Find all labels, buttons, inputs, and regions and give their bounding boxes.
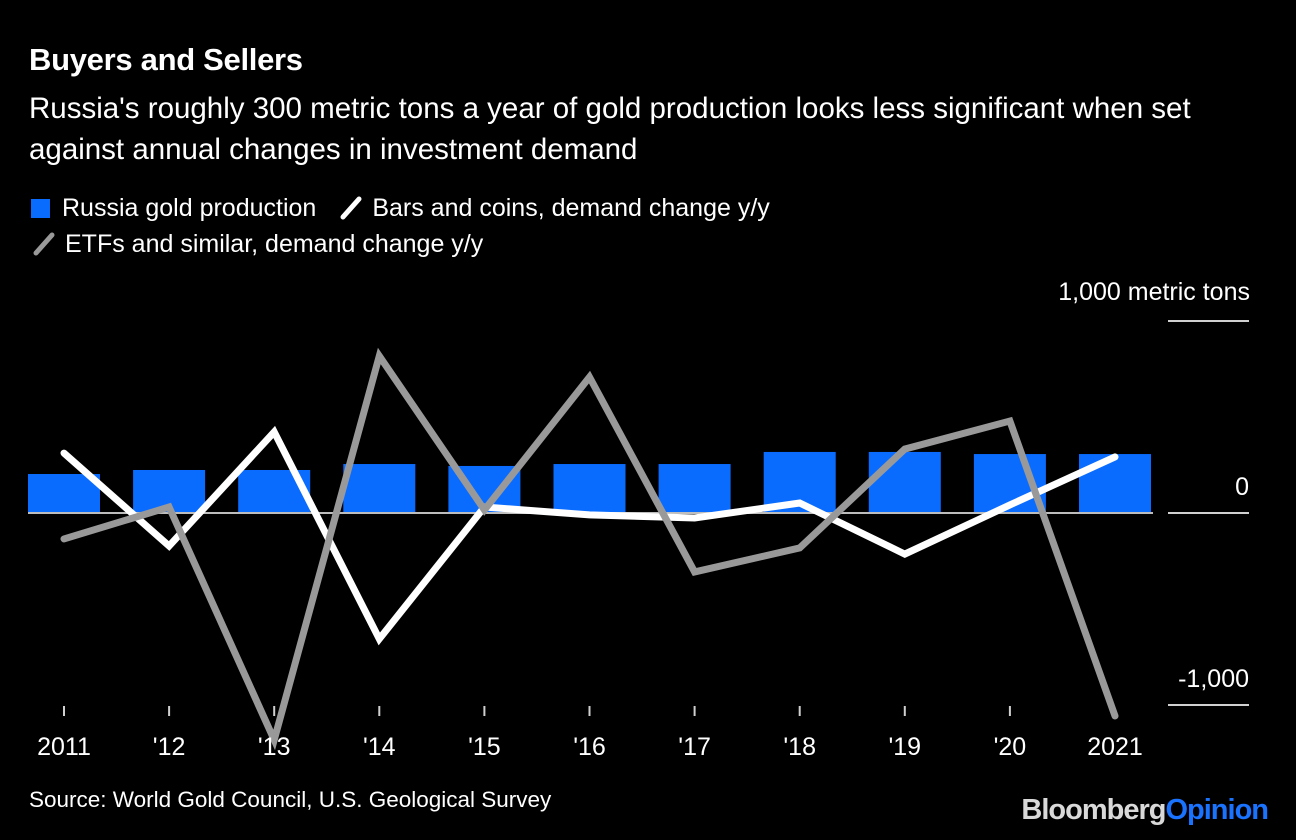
x-tick-label: 2011 <box>37 733 91 761</box>
gray-line-swatch-icon <box>33 232 55 256</box>
legend-label: Bars and coins, demand change y/y <box>372 193 770 222</box>
bar-russia-production <box>658 464 731 513</box>
x-tick-label: '17 <box>678 733 711 761</box>
x-tick-label: '18 <box>783 733 816 761</box>
chart-title: Buyers and Sellers <box>29 42 303 77</box>
x-tick-label: '12 <box>153 733 186 761</box>
legend-item-etfs: ETFs and similar, demand change y/y <box>31 230 483 259</box>
source-note: Source: World Gold Council, U.S. Geologi… <box>29 787 552 812</box>
chart-subtitle: Russia's roughly 300 metric tons a year … <box>29 92 1191 166</box>
x-tick-label: '19 <box>889 733 922 761</box>
bar-russia-production <box>343 464 416 513</box>
bar-russia-production <box>868 451 941 513</box>
brand-opinion: Opinion <box>1165 794 1269 826</box>
legend: Russia gold production Bars and coins, d… <box>31 190 792 262</box>
x-tick-label: '15 <box>468 733 501 761</box>
x-tick-label: '20 <box>994 733 1027 761</box>
legend-item-russia-production: Russia gold production <box>31 194 316 223</box>
bar-swatch-icon <box>31 198 50 218</box>
x-tick-label: 2021 <box>1087 733 1143 761</box>
x-tick-label: '16 <box>573 733 606 761</box>
bar-russia-production <box>1079 454 1151 513</box>
x-tick-label: '14 <box>363 733 396 761</box>
line-bars-and-coins <box>60 425 1119 646</box>
legend-label: ETFs and similar, demand change y/y <box>65 229 484 258</box>
line-etfs <box>60 347 1119 751</box>
bar-russia-production <box>28 474 100 513</box>
y-axis-unit-label: 1,000 metric tons <box>1058 278 1250 306</box>
x-tick-label: '13 <box>258 733 291 761</box>
y-tick-label: -1,000 <box>1178 665 1249 693</box>
legend-item-bars-coins: Bars and coins, demand change y/y <box>338 193 770 223</box>
white-line-swatch-icon <box>340 196 362 220</box>
brand-bloomberg: Bloomberg <box>1021 794 1166 826</box>
legend-label: Russia gold production <box>62 193 317 222</box>
bar-russia-production <box>553 464 626 513</box>
brand-logo: BloombergOpinion <box>1021 794 1269 827</box>
y-tick-label: 0 <box>1235 473 1249 501</box>
